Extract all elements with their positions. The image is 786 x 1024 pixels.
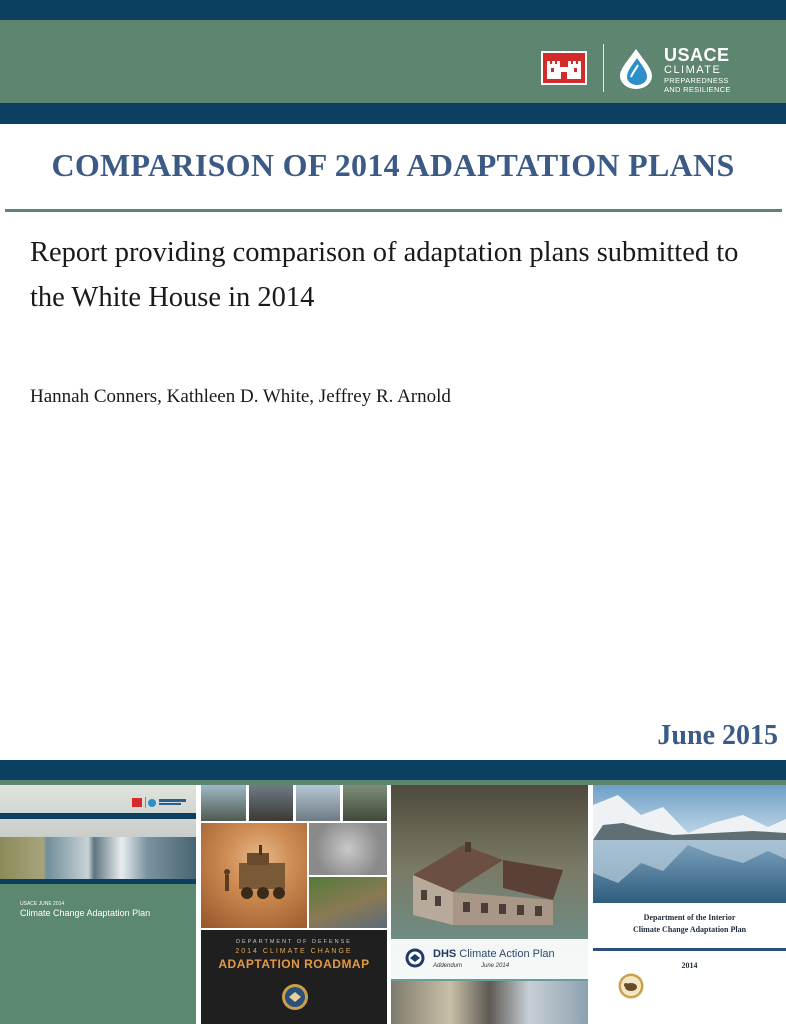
flooded-house-icon [413,842,563,925]
cover-dod-line-2: 2014 CLIMATE CHANGE [235,948,353,955]
header-bottom-bar [0,103,786,124]
logo-divider [603,44,604,92]
cover-dod-photo [249,785,293,821]
cover-dod-photo-aerial [309,823,387,875]
cover-usace-date: USACE JUNE 2014 [20,901,65,907]
cover-dod-photo-flood [309,877,387,928]
footer-bar [0,760,786,780]
cover-usace-logo-icon [132,797,186,808]
cover-dod-roadmap: DEPARTMENT OF DEFENSE 2014 CLIMATE CHANG… [201,785,387,1024]
usace-castle-logo-icon [541,51,587,85]
report-date: June 2015 [657,720,778,751]
military-vehicle-icon [224,845,285,899]
cover-dhs-date: June 2014 [481,963,510,969]
cover-doi-rule [593,948,786,951]
report-subtitle: Report providing comparison of adaptatio… [30,237,739,313]
cover-usace-bar-2 [0,879,196,884]
cover-dhs-photo-strip [391,981,588,1024]
report-authors: Hannah Conners, Kathleen D. White, Jeffr… [30,386,451,407]
footer-accent [0,780,786,785]
logo-line-resilience: AND RESILIENCE [664,84,731,94]
cover-doi-line-2: Climate Change Adaptation Plan [632,925,747,934]
logo-line-usace: USACE [664,45,730,65]
cover-usace-bar [0,813,196,819]
cover-dhs-plan: DHS Climate Action Plan Addendum June 20… [391,785,588,1024]
cover-dod-line-3: ADAPTATION ROADMAP [218,957,370,971]
cover-dhs-title-strong: DHS [433,948,457,960]
dhs-seal-icon [405,948,425,968]
cover-usace-title: Climate Change Adaptation Plan [20,908,151,918]
usace-logo-text: USACE CLIMATE PREPAREDNESS AND RESILIENC… [664,46,731,93]
cover-doi-line-1: Department of the Interior [643,913,736,922]
cover-usace-photo-strip [0,837,196,879]
cover-dod-photo [343,785,387,821]
doi-seal-icon [618,973,644,999]
cover-dhs-addendum: Addendum [433,963,463,969]
title-rule [5,209,782,212]
cover-dod-line-1: DEPARTMENT OF DEFENSE [236,939,352,945]
cover-dod-photo [296,785,340,821]
water-drop-icon [620,49,652,89]
cover-dod-photo [201,785,246,821]
cover-dhs-title: DHS Climate Action Plan [433,948,555,960]
cover-doi-year: 2014 [681,961,698,970]
cover-dod-photo-vehicle [201,823,307,928]
dod-seal-icon [282,984,308,1010]
logo-line-climate: CLIMATE [664,64,722,76]
cover-doi-plan: Department of the Interior Climate Chang… [593,785,786,1024]
logo-line-preparedness: PREPAREDNESS [664,76,729,85]
header-band [0,20,786,103]
mountain-lake-photo [593,785,786,903]
header-top-bar [0,0,786,20]
cover-usace-plan: USACE JUNE 2014 Climate Change Adaptatio… [0,785,196,1024]
report-title: COMPARISON OF 2014 ADAPTATION PLANS [51,147,735,183]
cover-dhs-title-rest: Climate Action Plan [456,948,555,960]
cover-usace-header [0,785,196,837]
